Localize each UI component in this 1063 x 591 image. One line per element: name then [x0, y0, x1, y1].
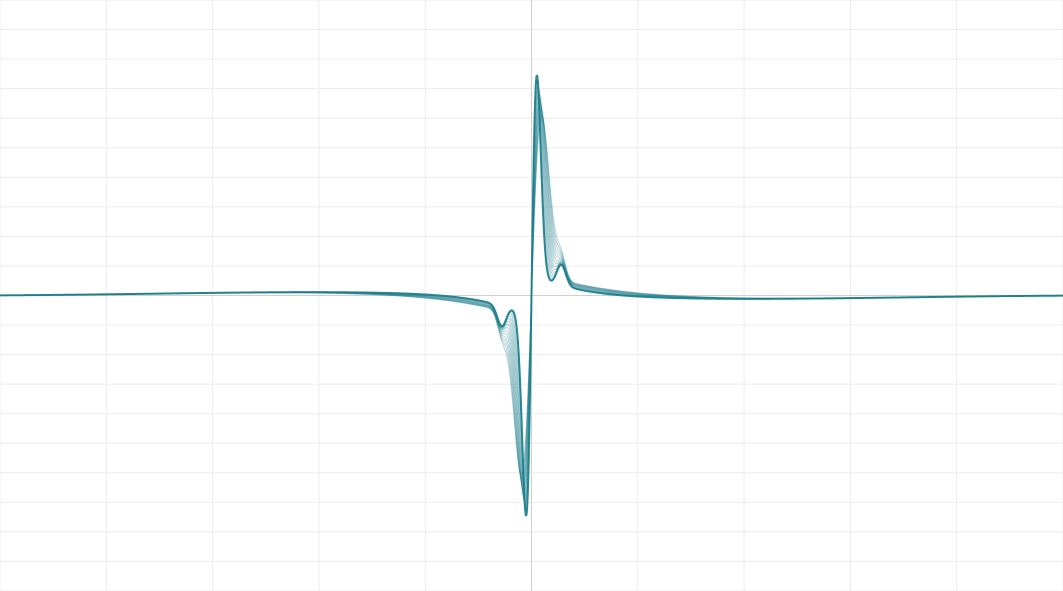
series-group — [0, 74, 1063, 517]
series-line — [0, 74, 1063, 517]
